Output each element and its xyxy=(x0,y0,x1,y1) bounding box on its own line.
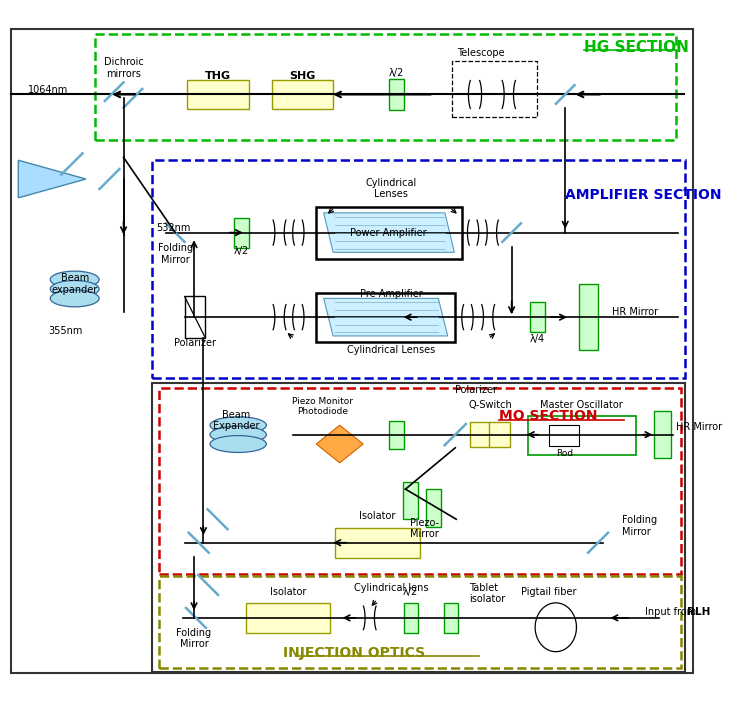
Text: HR Mirror: HR Mirror xyxy=(612,307,658,317)
Bar xyxy=(580,284,598,350)
Bar xyxy=(389,420,404,449)
Text: λ/2: λ/2 xyxy=(389,68,404,78)
Text: THG: THG xyxy=(204,71,231,81)
Bar xyxy=(151,383,686,673)
Polygon shape xyxy=(316,425,363,463)
Ellipse shape xyxy=(210,417,266,434)
Text: Cylindrical lens: Cylindrical lens xyxy=(354,583,429,592)
Polygon shape xyxy=(324,213,454,252)
Polygon shape xyxy=(19,160,86,198)
Text: 355nm: 355nm xyxy=(48,326,83,336)
Text: 532nm: 532nm xyxy=(157,223,191,233)
Text: Polarizer: Polarizer xyxy=(455,385,497,395)
Text: λ/4: λ/4 xyxy=(530,333,545,344)
Ellipse shape xyxy=(210,426,266,443)
Text: Beam
expander: Beam expander xyxy=(51,274,98,295)
Text: Pre Amplifier: Pre Amplifier xyxy=(360,289,423,298)
Ellipse shape xyxy=(210,435,266,453)
Ellipse shape xyxy=(50,290,99,307)
Text: HR Mirror: HR Mirror xyxy=(676,422,722,432)
Text: Dichroic
mirrors: Dichroic mirrors xyxy=(104,58,143,79)
Text: Folding
Mirror: Folding Mirror xyxy=(177,628,212,649)
Bar xyxy=(654,411,671,458)
Text: Rod: Rod xyxy=(556,449,573,458)
Text: RLH: RLH xyxy=(687,607,711,617)
Text: Master Oscillator: Master Oscillator xyxy=(540,399,623,409)
Text: Piezo Monitor
Photodiode: Piezo Monitor Photodiode xyxy=(292,397,354,416)
Bar xyxy=(549,425,580,446)
Text: Tablet
isolator: Tablet isolator xyxy=(469,583,506,604)
Text: Isolator: Isolator xyxy=(359,511,395,522)
Bar xyxy=(316,207,462,259)
Bar xyxy=(272,80,333,109)
Text: Folding
Mirror: Folding Mirror xyxy=(621,515,656,536)
Bar xyxy=(530,302,545,332)
Bar xyxy=(452,60,537,117)
Bar xyxy=(187,80,248,109)
Text: Power Amplifier: Power Amplifier xyxy=(350,227,427,237)
Bar xyxy=(470,423,491,447)
Text: λ/2: λ/2 xyxy=(233,246,248,256)
Bar xyxy=(403,482,418,519)
Text: MO SECTION: MO SECTION xyxy=(499,409,598,423)
Text: Cylindrical
Lenses: Cylindrical Lenses xyxy=(366,178,417,199)
Text: Q-Switch: Q-Switch xyxy=(468,399,512,409)
Bar xyxy=(245,603,330,633)
Ellipse shape xyxy=(50,271,99,288)
Bar xyxy=(389,79,404,110)
Text: Folding
Mirror: Folding Mirror xyxy=(157,244,192,265)
Text: λ/2: λ/2 xyxy=(403,587,418,597)
Bar xyxy=(489,423,510,447)
Bar xyxy=(404,603,418,633)
Text: Cylindrical Lenses: Cylindrical Lenses xyxy=(347,345,436,355)
Text: 1064nm: 1064nm xyxy=(28,85,69,95)
Bar xyxy=(527,416,636,456)
Bar xyxy=(159,576,681,668)
Bar xyxy=(159,388,681,574)
Text: SHG: SHG xyxy=(289,71,316,81)
Text: Input from: Input from xyxy=(645,607,699,617)
Text: Piezo-
Mirror: Piezo- Mirror xyxy=(410,518,439,539)
Ellipse shape xyxy=(50,281,99,298)
Bar xyxy=(335,528,419,557)
Text: Isolator: Isolator xyxy=(270,587,306,597)
Polygon shape xyxy=(324,298,448,336)
Bar xyxy=(316,293,455,342)
Text: Pigtail fiber: Pigtail fiber xyxy=(521,587,576,597)
Text: AMPLIFIER SECTION: AMPLIFIER SECTION xyxy=(565,188,721,202)
Text: HG SECTION: HG SECTION xyxy=(584,40,689,55)
Text: INJECTION OPTICS: INJECTION OPTICS xyxy=(283,646,424,660)
Bar xyxy=(95,34,676,140)
Bar xyxy=(426,489,441,526)
Text: Telescope: Telescope xyxy=(457,48,504,58)
Bar xyxy=(184,296,205,338)
Bar xyxy=(444,603,458,633)
Bar xyxy=(234,218,248,248)
Bar xyxy=(151,160,686,378)
Text: Polarizer: Polarizer xyxy=(174,338,216,347)
Text: Beam
Expander: Beam Expander xyxy=(213,410,260,431)
